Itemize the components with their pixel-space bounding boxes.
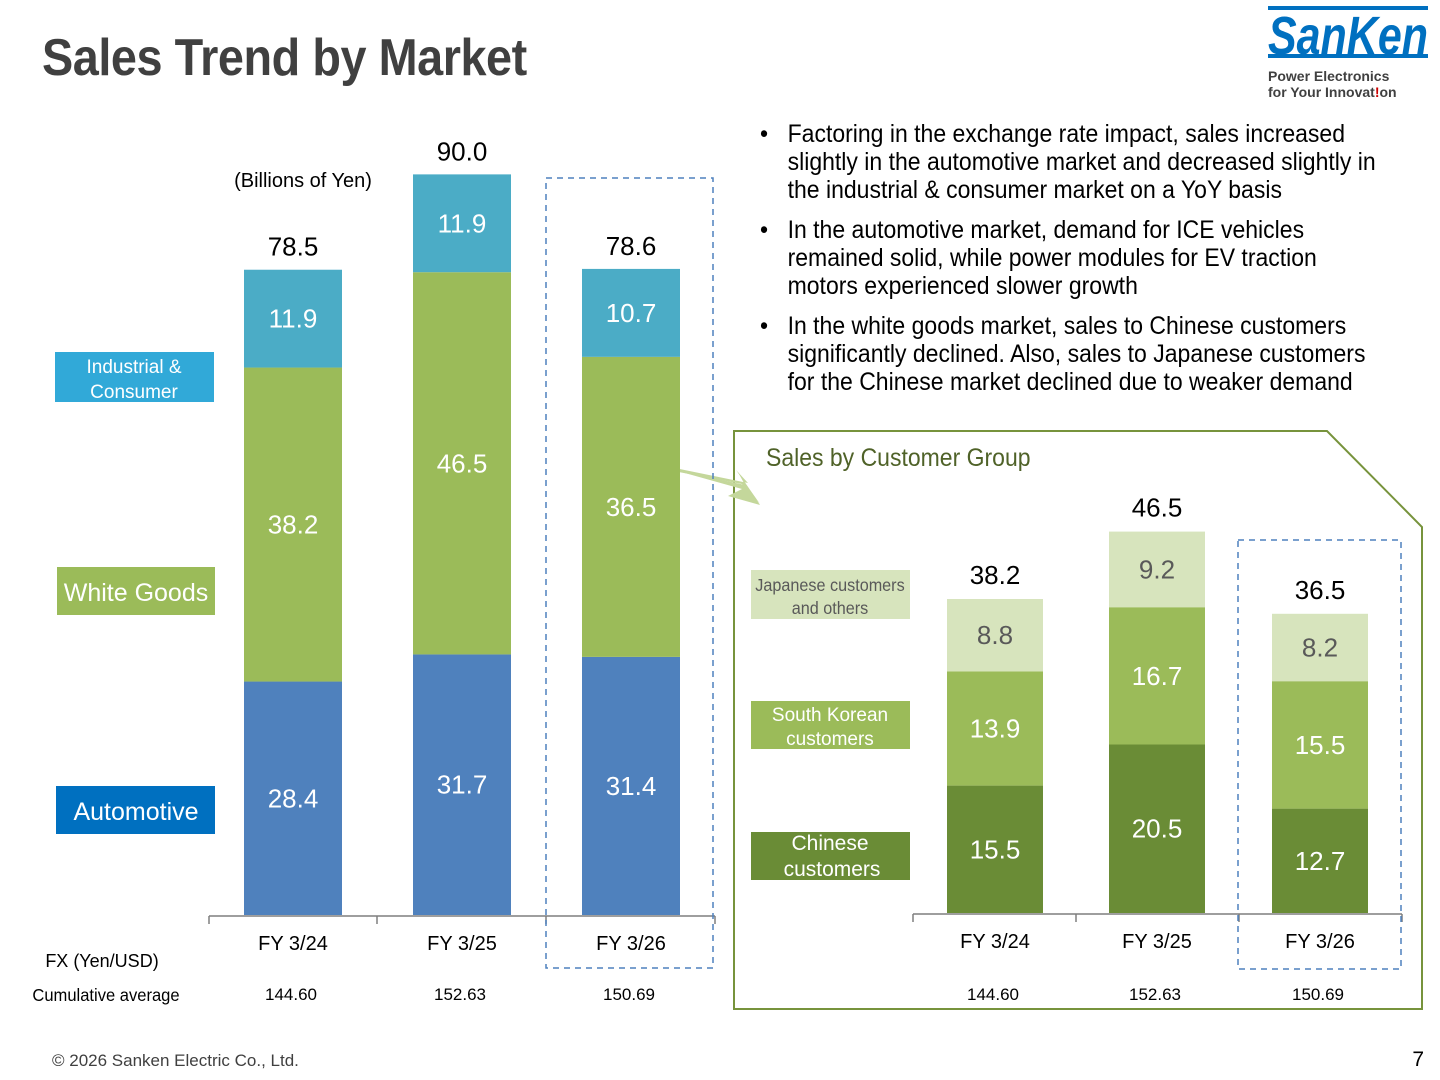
chart2-fx-value: 150.69 <box>1292 985 1344 1004</box>
chart1-x-tick-label: FY 3/25 <box>427 933 497 955</box>
bullet-item: In the white goods market, sales to Chin… <box>760 312 1386 396</box>
chart2-bar-chinese-customers <box>1272 808 1368 913</box>
legend-industrial-label: Industrial & <box>86 357 181 378</box>
chart2-x-tick-label: FY 3/25 <box>1122 931 1192 953</box>
chart1-x-tick-label: FY 3/26 <box>596 933 666 955</box>
slide-title: Sales Trend by Market <box>42 29 527 87</box>
chart2-title: Sales by Customer Group <box>766 444 1031 472</box>
chart2-bar-south-korean-customers <box>947 671 1043 786</box>
chart1-bar-white-goods <box>244 367 342 682</box>
legend-white-goods-box <box>57 567 215 615</box>
chart1-bar-industrial-consumer <box>244 269 342 368</box>
chart1-highlight-box <box>545 177 714 969</box>
chart1-fx-value: 144.60 <box>265 985 317 1004</box>
legend-japanese-label: and others <box>792 598 868 618</box>
chart1-data-label: 28.4 <box>268 783 319 813</box>
chart1-total-label: 78.6 <box>606 231 657 261</box>
chart1-data-label: 11.9 <box>438 208 487 238</box>
chart2-fx-value: 152.63 <box>1129 985 1181 1004</box>
legend-automotive-box <box>56 786 215 834</box>
copyright-footer: © 2026 Sanken Electric Co., Ltd. <box>52 1051 299 1070</box>
chart2-data-label: 8.8 <box>977 620 1013 650</box>
chart1-bar-white-goods <box>582 356 680 657</box>
chart2-total-label: 46.5 <box>1132 493 1183 523</box>
chart2-bar-south-korean-customers <box>1109 607 1205 745</box>
chart1-bar-automotive <box>413 654 511 915</box>
chart1-bar-automotive <box>244 681 342 915</box>
legend-chinese-label: Chinese <box>791 832 868 855</box>
chart1-data-label: 11.9 <box>269 304 318 334</box>
chart1-data-label: 31.4 <box>606 771 657 801</box>
chart2-bar-japanese-customers-and-others <box>1272 613 1368 682</box>
chart2-bar-chinese-customers <box>947 785 1043 913</box>
chart1-bar-white-goods <box>413 272 511 655</box>
chart2-x-tick-label: FY 3/26 <box>1285 931 1355 953</box>
chart2-total-label: 36.5 <box>1295 575 1346 605</box>
chart1-data-label: 10.7 <box>606 298 657 328</box>
chart1-data-label: 36.5 <box>606 492 657 522</box>
chart2-data-label: 9.2 <box>1139 554 1175 584</box>
chart2-x-tick-label: FY 3/24 <box>960 931 1030 953</box>
chart2-data-label: 20.5 <box>1132 814 1183 844</box>
chart1-bar-automotive <box>582 656 680 915</box>
fx-sublabel: Cumulative average <box>32 984 179 1005</box>
callout-border <box>733 430 1423 1010</box>
chart2-bar-japanese-customers-and-others <box>947 598 1043 672</box>
chart2-bar-south-korean-customers <box>1272 681 1368 809</box>
chart2-fx-value: 144.60 <box>967 985 1019 1004</box>
chart1-fx-value: 150.69 <box>603 985 655 1004</box>
fx-label: FX (Yen/USD) <box>45 951 158 971</box>
chart1-total-label: 90.0 <box>437 136 488 166</box>
chart2-data-label: 15.5 <box>1295 730 1346 760</box>
legend-chinese-box <box>751 832 910 880</box>
chart2-highlight-box <box>1237 539 1402 970</box>
sanken-logo-mark: SanKen <box>1268 6 1428 60</box>
legend-chinese-label: customers <box>784 858 881 881</box>
chart1-total-label: 78.5 <box>268 232 319 262</box>
chart1-data-label: 38.2 <box>268 510 319 540</box>
chart1-x-tick-label: FY 3/24 <box>258 933 328 955</box>
sanken-logo: SanKen Power Electronics for Your Innova… <box>1266 6 1430 100</box>
legend-industrial-label: Consumer <box>90 382 178 403</box>
logo-tagline-line1: Power Electronics <box>1268 68 1390 84</box>
logo-wordmark: SanKen <box>1268 6 1428 60</box>
chart2-total-label: 38.2 <box>970 560 1021 590</box>
legend-industrial-box <box>55 352 214 402</box>
bullet-list: Factoring in the exchange rate impact, s… <box>760 120 1400 408</box>
chart1-bar-industrial-consumer <box>413 174 511 273</box>
chart2-data-label: 16.7 <box>1132 661 1183 691</box>
chart2-data-label: 15.5 <box>970 834 1021 864</box>
chart1-bar-industrial-consumer <box>582 268 680 357</box>
bullet-item: Factoring in the exchange rate impact, s… <box>760 120 1386 204</box>
legend-japanese-label: Japanese customers <box>755 575 904 595</box>
legend-japanese-box <box>751 570 910 619</box>
chart2-data-label: 12.7 <box>1295 846 1346 876</box>
chart1-data-label: 46.5 <box>437 448 488 478</box>
legend-south-korean-label: customers <box>786 729 874 750</box>
chart1-data-label: 31.7 <box>437 770 488 800</box>
chart1-unit-note: (Billions of Yen) <box>234 170 372 192</box>
legend-white-goods-label: White Goods <box>64 579 209 607</box>
chart2-data-label: 8.2 <box>1302 632 1338 662</box>
legend-south-korean-label: South Korean <box>772 705 888 726</box>
page-number: 7 <box>1412 1048 1424 1071</box>
legend-south-korean-box <box>751 701 910 749</box>
bullet-item: In the automotive market, demand for ICE… <box>760 216 1386 300</box>
chart2-data-label: 13.9 <box>970 713 1021 743</box>
chart1-fx-value: 152.63 <box>434 985 486 1004</box>
chart2-bar-chinese-customers <box>1109 744 1205 913</box>
legend-automotive-label: Automotive <box>73 798 198 826</box>
logo-tagline: Power Electronics for Your Innovat!on <box>1268 68 1397 100</box>
callout-arrow-head <box>667 468 760 505</box>
logo-tagline-line2: for Your Innovat!on <box>1268 84 1397 100</box>
chart2-bar-japanese-customers-and-others <box>1109 531 1205 608</box>
